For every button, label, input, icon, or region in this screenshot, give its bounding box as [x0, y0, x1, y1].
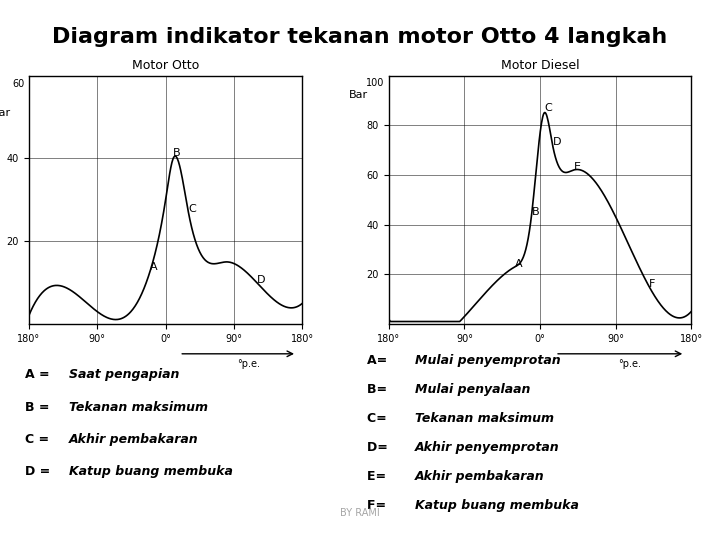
Text: B: B — [174, 148, 181, 158]
Text: D =: D = — [25, 465, 55, 478]
Text: Akhir penyemprotan: Akhir penyemprotan — [415, 441, 560, 454]
Text: B: B — [531, 207, 539, 217]
Text: A=: A= — [367, 354, 392, 367]
Text: C =: C = — [25, 433, 54, 446]
Text: Tekanan maksimum: Tekanan maksimum — [69, 401, 208, 414]
Text: C=: C= — [367, 412, 391, 425]
Text: F: F — [649, 279, 656, 289]
Text: D: D — [553, 137, 561, 147]
Text: B=: B= — [367, 383, 392, 396]
Text: A =: A = — [25, 368, 54, 381]
Text: E: E — [574, 162, 580, 172]
Text: Saat pengapian: Saat pengapian — [69, 368, 179, 381]
Y-axis label: Bar: Bar — [349, 91, 368, 100]
Y-axis label: Bar: Bar — [0, 108, 11, 118]
Text: Akhir pembakaran: Akhir pembakaran — [415, 470, 545, 483]
Text: °p.e.: °p.e. — [237, 359, 260, 369]
Text: D: D — [257, 275, 265, 285]
Text: A: A — [515, 259, 523, 269]
Text: Tekanan maksimum: Tekanan maksimum — [415, 412, 554, 425]
Text: BY RAMI: BY RAMI — [340, 508, 380, 518]
Text: D=: D= — [367, 441, 392, 454]
Text: Motor Diesel: Motor Diesel — [500, 59, 580, 72]
Text: F=: F= — [367, 500, 390, 512]
Text: Mulai penyemprotan: Mulai penyemprotan — [415, 354, 561, 367]
Text: °p.e.: °p.e. — [618, 359, 642, 369]
Text: Katup buang membuka: Katup buang membuka — [415, 500, 579, 512]
Text: Diagram indikator tekanan motor Otto 4 langkah: Diagram indikator tekanan motor Otto 4 l… — [53, 27, 667, 47]
Text: Akhir pembakaran: Akhir pembakaran — [69, 433, 199, 446]
Text: 100: 100 — [366, 78, 384, 88]
Text: Mulai penyalaan: Mulai penyalaan — [415, 383, 531, 396]
Text: Motor Otto: Motor Otto — [132, 59, 199, 72]
Text: A: A — [150, 262, 158, 272]
Text: B =: B = — [25, 401, 54, 414]
Text: E=: E= — [367, 470, 390, 483]
Text: 60: 60 — [13, 79, 25, 89]
Text: C: C — [544, 103, 552, 113]
Text: C: C — [189, 204, 196, 214]
Text: Katup buang membuka: Katup buang membuka — [69, 465, 233, 478]
